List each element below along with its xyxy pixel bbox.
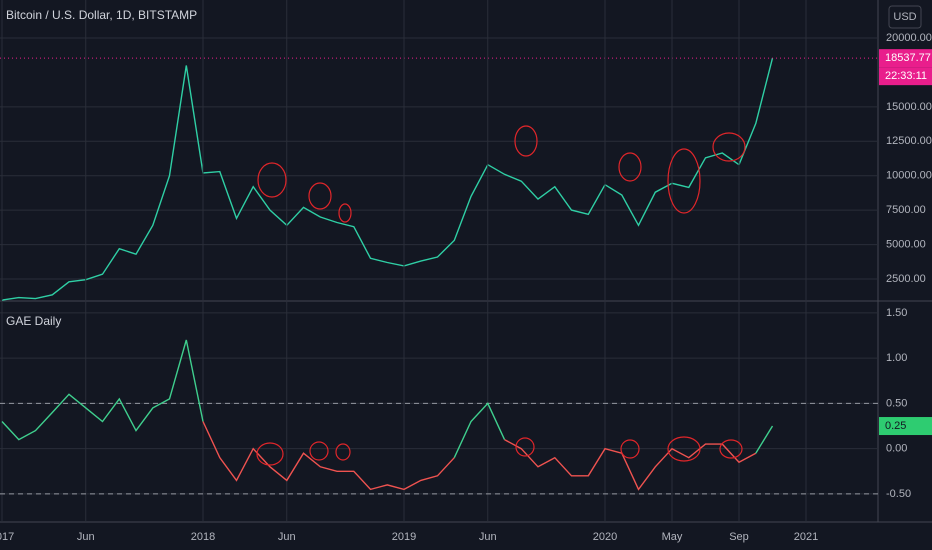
annotation-circle <box>256 442 284 466</box>
y-tick-label: 0.00 <box>886 443 907 455</box>
chart-title: Bitcoin / U.S. Dollar, 1D, BITSTAMP <box>6 8 197 22</box>
y-tick-label: 20000.00 <box>886 32 932 44</box>
annotations <box>256 125 746 466</box>
annotation-circle <box>309 441 329 461</box>
countdown-box <box>879 67 932 86</box>
countdown-label: 22:33:11 <box>885 70 927 82</box>
annotation-circle <box>308 182 332 210</box>
y-tick-label: 2500.00 <box>886 273 926 285</box>
line-series <box>453 402 506 458</box>
x-tick-label: 2017 <box>0 531 14 543</box>
indicator-title: GAE Daily <box>6 314 61 328</box>
y-tick-label: 10000.00 <box>886 170 932 182</box>
y-tick-label: 15000.00 <box>886 101 932 113</box>
x-tick-label: Jun <box>278 531 296 543</box>
last-value-label: 18537.77 <box>885 52 931 64</box>
line-series <box>755 425 774 454</box>
y-tick-label: 5000.00 <box>886 238 926 250</box>
line-series <box>1 339 204 441</box>
x-tick-label: 2020 <box>593 531 617 543</box>
last-value-box <box>879 417 932 436</box>
annotation-circle <box>618 152 642 182</box>
annotation-circle <box>514 125 538 157</box>
y-tick-label: 1.50 <box>886 307 907 319</box>
annotation-circle <box>719 439 743 459</box>
x-tick-label: 2019 <box>392 531 416 543</box>
annotation-circle <box>257 162 287 198</box>
annotation-circle <box>620 439 640 459</box>
x-tick-label: 2021 <box>794 531 818 543</box>
annotation-circle <box>515 437 535 457</box>
line-series <box>504 438 757 491</box>
annotation-circle <box>712 132 746 162</box>
y-tick-label: 1.00 <box>886 352 907 364</box>
line-series <box>1 57 774 301</box>
x-tick-label: 2018 <box>191 531 215 543</box>
annotation-circle <box>667 436 701 462</box>
y-tick-label: 0.50 <box>886 397 907 409</box>
x-tick-label: Jun <box>479 531 497 543</box>
y-tick-label: 7500.00 <box>886 204 926 216</box>
annotation-circle <box>338 203 352 223</box>
annotation-circle <box>335 443 351 461</box>
line-series <box>202 421 455 491</box>
x-tick-label: Jun <box>77 531 95 543</box>
currency-button[interactable] <box>888 5 922 29</box>
last-value-box <box>879 49 932 68</box>
currency-label[interactable]: USD <box>893 11 916 23</box>
last-value-label: 0.25 <box>885 420 906 432</box>
y-tick-label: 12500.00 <box>886 135 932 147</box>
annotation-circle <box>667 148 701 214</box>
plot-area <box>0 0 878 522</box>
x-tick-label: Sep <box>729 531 749 543</box>
x-tick-label: May <box>662 531 683 543</box>
y-tick-label: -0.50 <box>886 488 911 500</box>
